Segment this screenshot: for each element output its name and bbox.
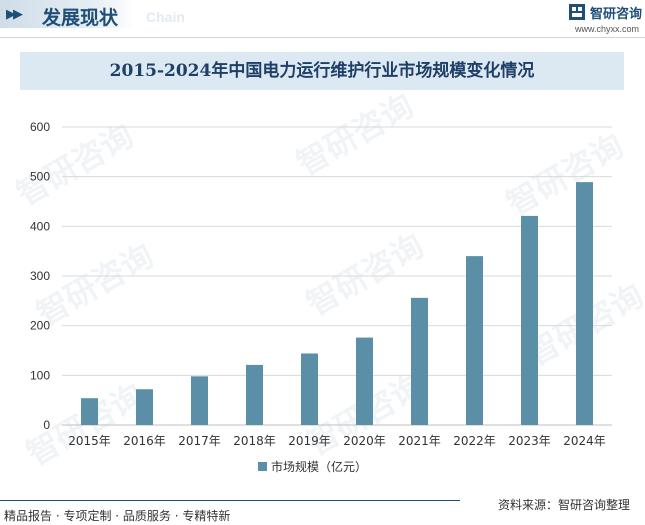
footer-divider <box>0 500 460 501</box>
y-tick-label: 0 <box>43 418 50 432</box>
x-tick-label: 2016年 <box>123 434 166 448</box>
bar <box>301 353 318 425</box>
y-tick-label: 300 <box>30 269 50 283</box>
x-tick-label: 2017年 <box>178 434 221 448</box>
y-tick-label: 100 <box>30 368 50 382</box>
y-tick-label: 200 <box>30 319 50 333</box>
x-tick-label: 2015年 <box>68 434 111 448</box>
bar <box>81 398 98 425</box>
bars <box>81 182 593 425</box>
x-tick-label: 2018年 <box>233 434 276 448</box>
section-subtitle: Chain <box>146 9 185 25</box>
x-tick-label: 2021年 <box>398 434 441 448</box>
header-divider <box>0 37 645 38</box>
bar <box>576 182 593 425</box>
section-title: 发展现状 <box>42 7 119 29</box>
x-tick-label: 2023年 <box>508 434 551 448</box>
brand-name: 智研咨询 <box>590 7 643 22</box>
y-axis: 0 100 200 300 400 500 600 <box>30 120 50 432</box>
legend: 市场规模（亿元） <box>258 459 367 474</box>
page-header: ▶▶ 发展现状 Chain 智研咨询 www.chyxx.com <box>0 0 645 38</box>
bar <box>521 215 538 425</box>
brand-logo-icon <box>569 4 585 20</box>
x-axis: 2015年 2016年 2017年 2018年 2019年 2020年 2021年 2022年… <box>68 434 606 448</box>
header-banner <box>0 0 135 28</box>
legend-swatch <box>258 462 267 471</box>
x-tick-label: 2019年 <box>288 434 331 448</box>
brand-url: www.chyxx.com <box>575 24 640 34</box>
bar <box>411 297 428 425</box>
chart-title: 2015-2024年中国电力运行维护行业市场规模变化情况 <box>109 61 535 81</box>
y-tick-label: 600 <box>30 120 50 134</box>
bar <box>136 389 153 425</box>
bar <box>191 376 208 425</box>
x-tick-label: 2022年 <box>453 434 496 448</box>
bar <box>466 256 483 425</box>
bar-chart: 0 100 200 300 400 500 600 2015年 2016年 2017年 2018年… <box>30 120 612 474</box>
y-tick-label: 400 <box>30 219 50 233</box>
grid <box>62 126 612 426</box>
y-tick-label: 500 <box>30 170 50 184</box>
legend-label: 市场规模（亿元） <box>271 459 367 474</box>
x-tick-label: 2020年 <box>343 434 386 448</box>
x-tick-label: 2024年 <box>563 434 606 448</box>
bar <box>246 364 263 425</box>
bar <box>356 337 373 425</box>
footer-tagline: 精品报告 · 专项定制 · 品质服务 · 专精特新 <box>4 509 231 523</box>
source-note: 资料来源：智研咨询整理 <box>498 498 631 512</box>
chevron-right-icon: ▶▶ <box>6 7 23 22</box>
chart-title-box: 2015-2024年中国电力运行维护行业市场规模变化情况 <box>20 52 624 90</box>
